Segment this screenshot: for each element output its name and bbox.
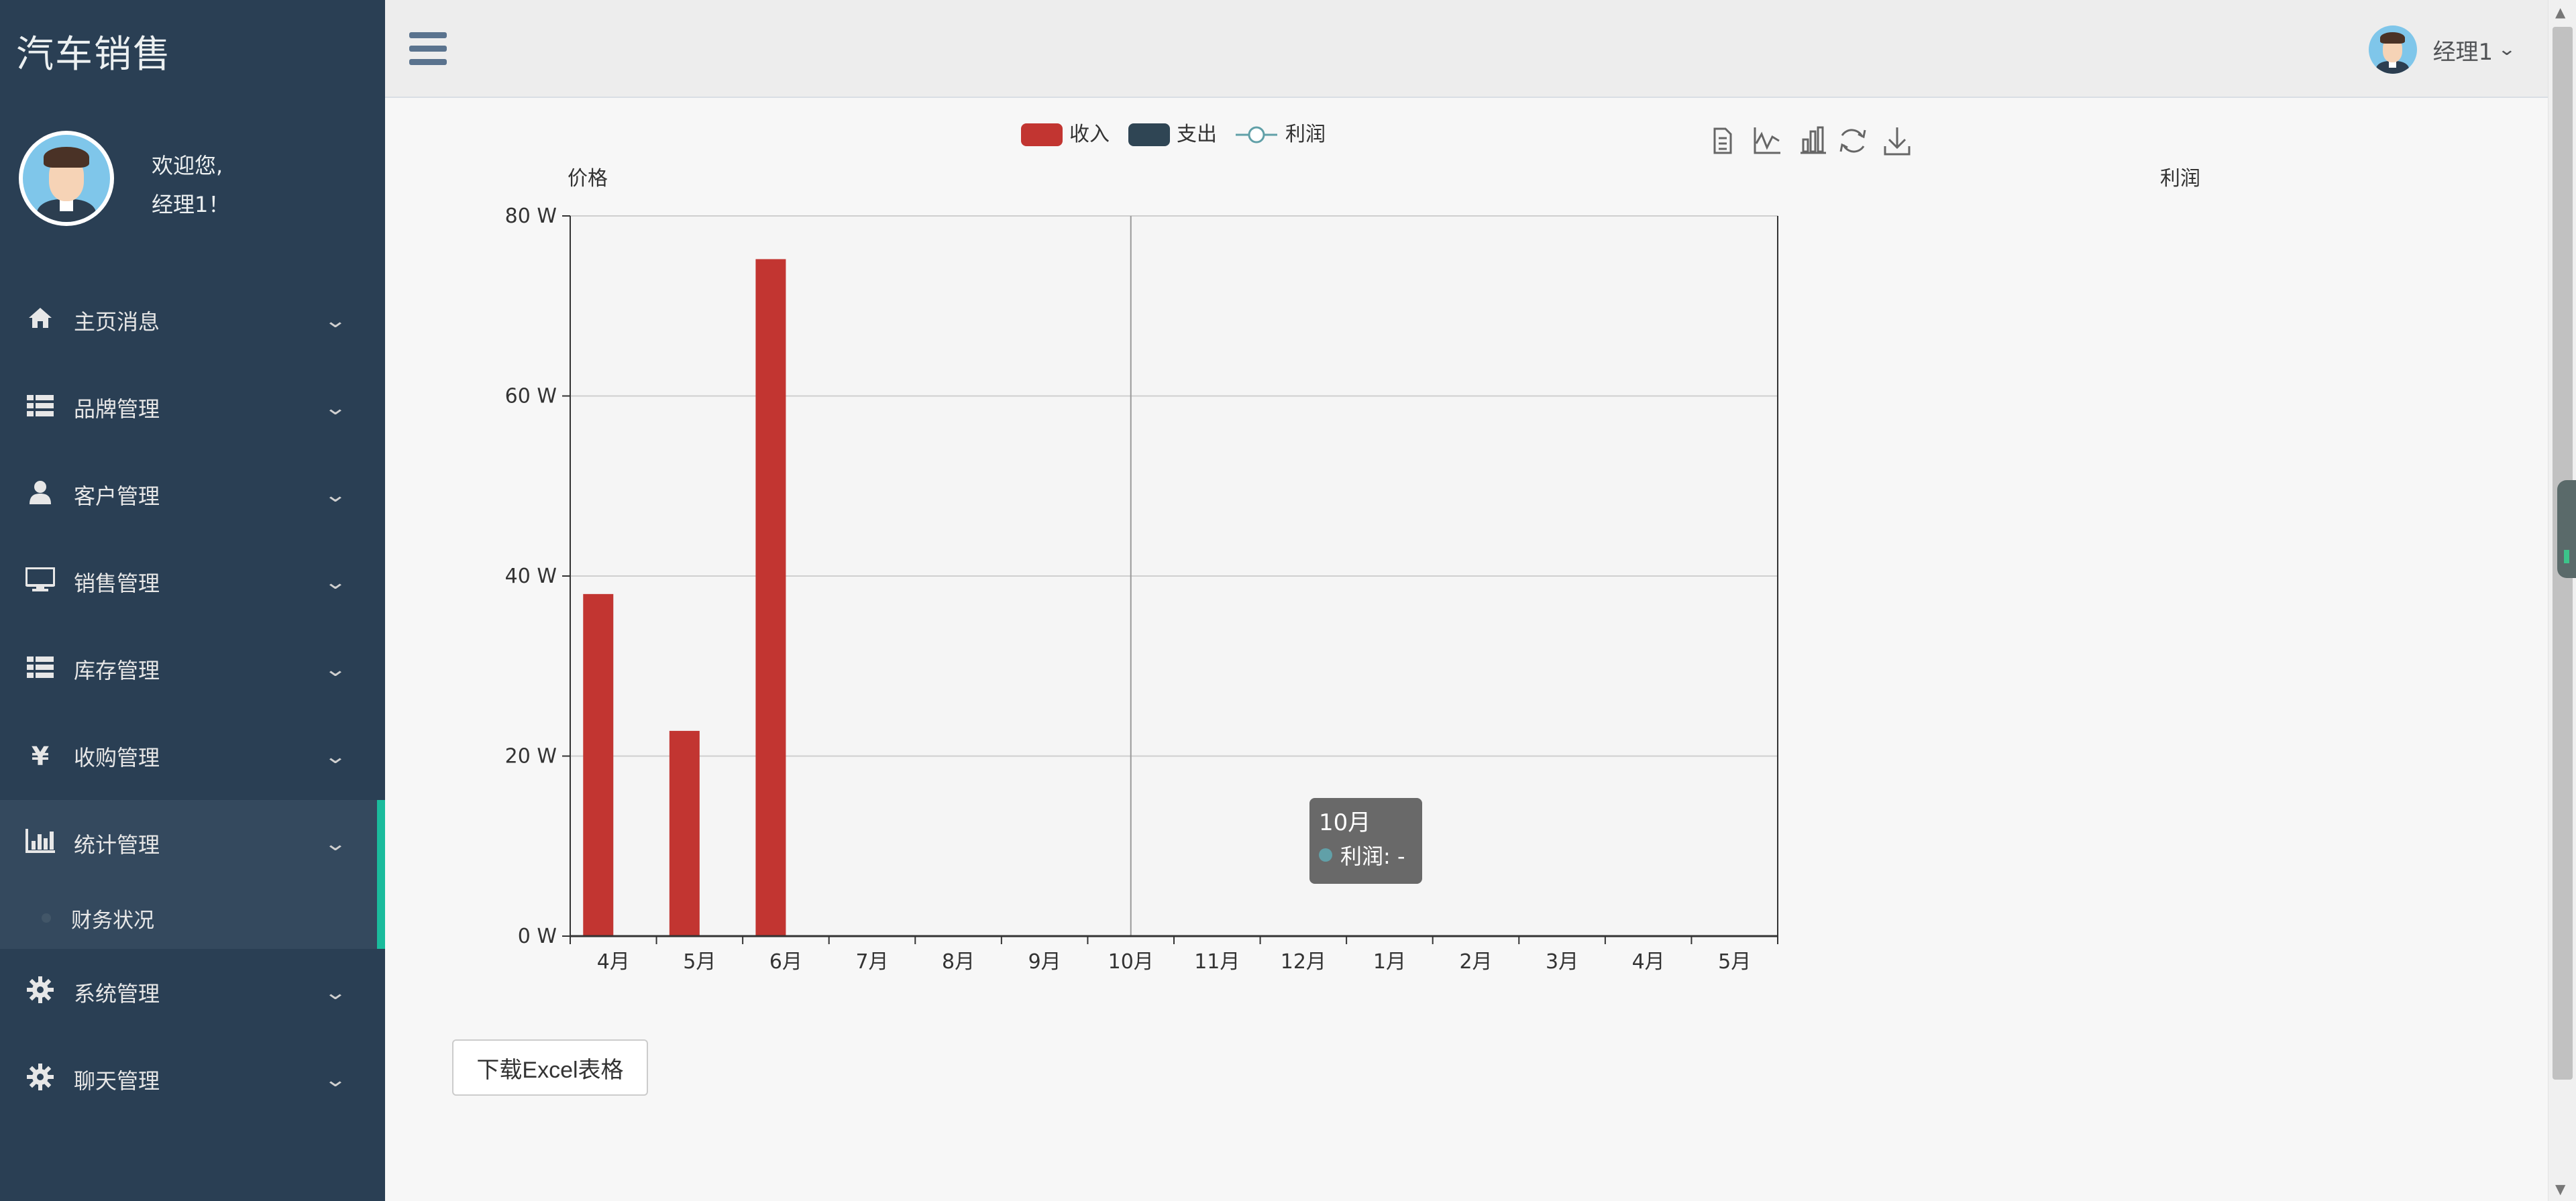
chart-toolbox: [1713, 126, 1911, 156]
yen-icon: ¥: [31, 742, 50, 771]
sidebar-item-home[interactable]: 主页消息 ⌄: [0, 277, 385, 364]
scroll-up-icon[interactable]: ▲: [2555, 4, 2566, 20]
chevron-down-icon: ⌄: [323, 396, 347, 420]
sidebar-item-customer[interactable]: 客户管理 ⌄: [0, 451, 385, 538]
y-tick-label: 60 W: [505, 385, 557, 408]
sidebar-item-chat[interactable]: 聊天管理 ⌄: [0, 1036, 385, 1123]
bar-收入[interactable]: [583, 593, 614, 936]
user-name: 经理1: [2432, 38, 2493, 66]
x-tick-label: 4月: [597, 950, 630, 974]
y-axis-right-label: 利润: [2160, 167, 2200, 190]
x-tick-label: 8月: [942, 950, 975, 974]
svg-text:收入: 收入: [1069, 123, 1110, 146]
desktop-icon: [21, 566, 59, 597]
series-dot-icon: [1319, 848, 1332, 862]
chart-tooltip: 10月 利润: -: [1309, 798, 1422, 884]
chart-bars: [583, 259, 786, 936]
legend-item-income[interactable]: 收入: [1021, 123, 1110, 146]
y-tick-label: 20 W: [505, 745, 557, 768]
list-icon: [21, 393, 59, 422]
svg-text:支出: 支出: [1177, 123, 1217, 146]
x-axis: 4月 5月 6月 7月 8月 9月 10月 11月 12月 1月 2月 3月 4月 5月: [570, 935, 1778, 974]
y-axis-left: 0 W 20 W 40 W 60 W 80 W: [505, 205, 571, 948]
x-tick-label: 3月: [1546, 950, 1578, 974]
scrollbar[interactable]: ▲ ▼: [2548, 0, 2576, 1201]
chevron-down-icon: ⌄: [323, 980, 347, 1005]
sidebar-menu: 主页消息 ⌄ 品牌管理 ⌄ 客户管理 ⌄ 销售管理 ⌄: [0, 277, 385, 1123]
download-icon[interactable]: [1884, 127, 1911, 156]
x-tick-label: 5月: [683, 950, 716, 974]
app-title[interactable]: 汽车销售: [16, 33, 172, 76]
user-icon: [21, 480, 59, 510]
chevron-down-icon: ⌄: [323, 570, 347, 594]
x-tick-label: 7月: [855, 950, 888, 974]
x-tick-label: 9月: [1028, 950, 1061, 974]
x-tick-label: 6月: [769, 950, 802, 974]
bar-收入[interactable]: [669, 730, 700, 936]
chevron-down-icon: ⌄: [323, 1068, 347, 1092]
line-chart-icon[interactable]: [1754, 127, 1780, 154]
chevron-down-icon: ⌄: [323, 832, 347, 856]
sidebar-item-statistics[interactable]: 统计管理 ⌄: [0, 800, 385, 887]
sidebar-item-brand[interactable]: 品牌管理 ⌄: [0, 364, 385, 451]
x-tick-label: 2月: [1459, 950, 1492, 974]
x-tick-label: 10月: [1108, 950, 1154, 974]
chevron-down-icon: ⌄: [323, 308, 347, 333]
y-axis-left-label: 价格: [568, 167, 608, 190]
bar-收入[interactable]: [755, 259, 786, 936]
svg-text:利润: 利润: [1285, 123, 1326, 146]
sidebar-item-system[interactable]: 系统管理 ⌄: [0, 949, 385, 1036]
download-excel-button[interactable]: 下载Excel表格: [452, 1039, 648, 1096]
top-nav: 经理1 ⌄: [385, 0, 2548, 98]
y-tick-label: 0 W: [518, 925, 557, 948]
chart-legend: 收入 支出 利润: [1021, 123, 1326, 146]
bar-chart-icon[interactable]: [1801, 126, 1826, 154]
tooltip-title: 10月: [1319, 809, 1371, 836]
chart-grid: [570, 215, 1778, 936]
menu-toggle-icon[interactable]: [409, 32, 447, 66]
chevron-down-icon: ⌄: [323, 744, 347, 768]
chevron-down-icon: ⌄: [2497, 40, 2517, 60]
sidebar-subitem-finance[interactable]: 财务状况: [0, 887, 385, 949]
side-panel-tab[interactable]: [2557, 480, 2576, 578]
sidebar: 汽车销售 欢迎您, 经理1！ 主页消息 ⌄ 品牌管理 ⌄ 客户管理: [0, 0, 385, 1201]
sidebar-item-inventory[interactable]: 库存管理 ⌄: [0, 626, 385, 713]
x-tick-label: 5月: [1718, 950, 1751, 974]
tooltip-value: 利润: -: [1340, 844, 1405, 869]
data-view-icon[interactable]: [1713, 127, 1732, 154]
bullet-icon: [42, 913, 51, 923]
welcome-user-name: 经理1！: [152, 192, 230, 217]
legend-item-expense[interactable]: 支出: [1128, 123, 1217, 146]
restore-icon[interactable]: [1839, 129, 1866, 153]
x-tick-label: 4月: [1632, 950, 1665, 974]
x-tick-label: 1月: [1373, 950, 1406, 974]
tooltip-row: 利润: -: [1319, 840, 1413, 870]
legend-item-profit[interactable]: 利润: [1236, 123, 1326, 146]
welcome-greeting: 欢迎您,: [152, 153, 223, 178]
sidebar-item-sales[interactable]: 销售管理 ⌄: [0, 538, 385, 626]
list-icon: [21, 654, 59, 684]
home-icon: [21, 306, 59, 335]
chevron-down-icon: ⌄: [323, 657, 347, 681]
finance-chart: 收入 支出 利润 价格 利润 4月 5月 6月 7月 8: [505, 123, 2200, 974]
welcome-text: 欢迎您, 经理1！: [152, 146, 229, 224]
sidebar-item-purchase[interactable]: ¥ 收购管理 ⌄: [0, 713, 385, 800]
chevron-down-icon: ⌄: [323, 483, 347, 507]
bar-chart-icon: [21, 828, 59, 859]
gear-icon: [21, 1063, 59, 1096]
x-tick-label: 11月: [1194, 950, 1240, 974]
user-avatar: [2368, 25, 2417, 74]
y-tick-label: 40 W: [505, 565, 557, 588]
user-menu[interactable]: 经理1 ⌄: [2368, 25, 2517, 74]
x-tick-label: 12月: [1281, 950, 1326, 974]
profile-avatar: [19, 131, 114, 226]
scroll-down-icon[interactable]: ▼: [2555, 1181, 2566, 1197]
gear-icon: [21, 976, 59, 1009]
y-tick-label: 80 W: [505, 205, 557, 228]
